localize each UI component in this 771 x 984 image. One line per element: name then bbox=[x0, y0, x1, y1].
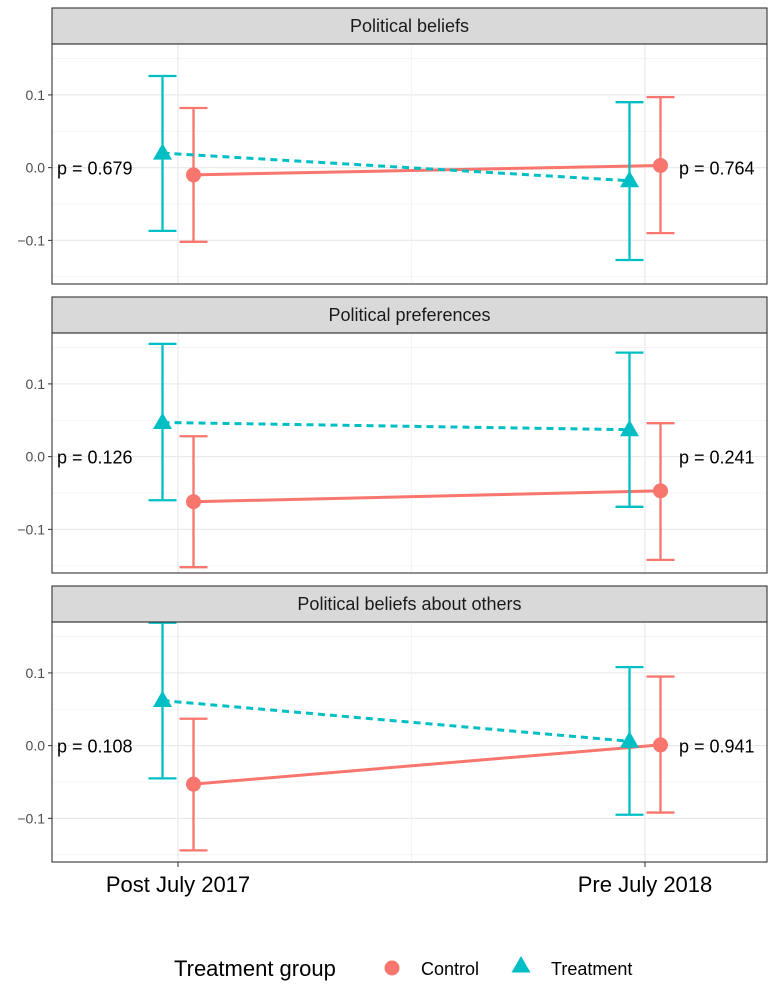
p-value-label: p = 0.764 bbox=[679, 159, 755, 179]
legend-label-control: Control bbox=[421, 959, 479, 979]
p-value-label: p = 0.241 bbox=[679, 448, 755, 468]
facet-panel: Political beliefs −0.1 0.0 0.1 p = 0.679 p = … bbox=[17, 7, 768, 285]
panel-border bbox=[51, 621, 768, 863]
y-tick-label: −0.1 bbox=[17, 810, 45, 826]
x-tick-label: Post July 2017 bbox=[106, 872, 250, 897]
y-tick-label: 0.1 bbox=[26, 87, 46, 103]
y-tick-label: −0.1 bbox=[17, 232, 45, 248]
y-tick-label: 0.1 bbox=[26, 665, 46, 681]
facet-panel: Political beliefs about others −0.1 0.0 0.1… bbox=[17, 585, 768, 863]
control-point bbox=[653, 737, 668, 753]
panel-border bbox=[51, 43, 768, 285]
treatment-point bbox=[153, 690, 172, 708]
facet-strip bbox=[51, 7, 768, 45]
control-point bbox=[186, 776, 201, 792]
treatment-series bbox=[148, 74, 644, 262]
legend: Treatment group Control Treatment bbox=[174, 956, 632, 981]
treatment-line bbox=[162, 151, 630, 183]
legend-title: Treatment group bbox=[174, 956, 336, 981]
x-tick-label: Pre July 2018 bbox=[578, 872, 713, 897]
treatment-point bbox=[620, 419, 639, 437]
control-point bbox=[186, 167, 201, 183]
facet-panel: Political preferences −0.1 0.0 0.1 p = 0.126… bbox=[17, 296, 768, 574]
y-tick-label: 0.0 bbox=[26, 738, 46, 754]
treatment-line bbox=[162, 420, 630, 432]
control-point bbox=[653, 483, 668, 499]
legend-key-control bbox=[384, 960, 400, 976]
legend-label-treatment: Treatment bbox=[551, 959, 632, 979]
p-value-label: p = 0.126 bbox=[57, 448, 133, 468]
legend-key-treatment bbox=[511, 956, 531, 973]
facet-title: Political beliefs bbox=[350, 16, 469, 36]
gridlines bbox=[52, 44, 767, 284]
treatment-series bbox=[148, 621, 644, 816]
control-point bbox=[653, 157, 668, 173]
gridlines bbox=[52, 333, 767, 573]
p-value-label: p = 0.941 bbox=[679, 737, 755, 757]
p-value-label: p = 0.108 bbox=[57, 737, 133, 757]
control-line bbox=[193, 743, 661, 786]
facet-panels: Political beliefs −0.1 0.0 0.1 p = 0.679 p = … bbox=[17, 7, 768, 863]
y-tick-label: 0.0 bbox=[26, 449, 46, 465]
y-tick-label: 0.0 bbox=[26, 160, 46, 176]
facet-title: Political beliefs about others bbox=[297, 594, 521, 614]
facet-strip bbox=[51, 296, 768, 334]
x-axis: Post July 2017 Pre July 2018 bbox=[106, 862, 712, 897]
facet-title: Political preferences bbox=[328, 305, 490, 325]
control-line bbox=[193, 489, 661, 504]
treatment-point bbox=[620, 170, 639, 188]
treatment-point bbox=[153, 143, 172, 160]
treatment-point bbox=[620, 731, 639, 748]
panel-border bbox=[51, 332, 768, 574]
y-tick-label: −0.1 bbox=[17, 521, 45, 537]
y-tick-label: 0.1 bbox=[26, 376, 46, 392]
treatment-point bbox=[153, 412, 172, 429]
treatment-line bbox=[162, 699, 630, 743]
treatment-series bbox=[148, 342, 644, 508]
control-series bbox=[179, 422, 675, 569]
p-value-label: p = 0.679 bbox=[57, 159, 133, 179]
control-point bbox=[186, 494, 201, 510]
control-series bbox=[179, 675, 675, 852]
